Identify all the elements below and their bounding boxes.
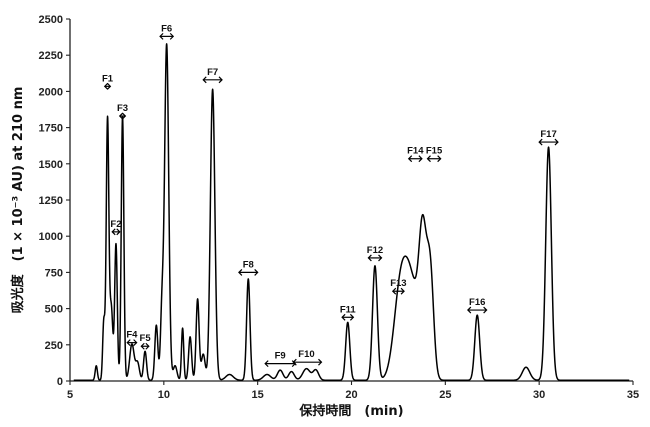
fraction-f12: F12 (367, 245, 383, 262)
fraction-arrowhead-left (391, 287, 397, 295)
x-tick-label: 15 (252, 389, 264, 401)
y-tick-label: 2500 (39, 14, 63, 26)
fraction-f5: F5 (140, 333, 152, 350)
fraction-arrowhead-right (254, 268, 259, 276)
fraction-f17: F17 (538, 129, 559, 146)
fraction-f2: F2 (110, 219, 122, 236)
fraction-arrowhead-right (554, 138, 559, 146)
fraction-arrowhead-right (145, 342, 150, 350)
y-tick-label: 2250 (39, 50, 63, 62)
fraction-arrowhead-right (116, 228, 121, 236)
fraction-f8: F8 (238, 259, 259, 276)
fraction-label: F16 (469, 297, 485, 308)
fraction-arrowhead-right (349, 313, 355, 321)
fraction-markers: F1 F2 F3 F4 F5 F6 F7 F8 F9 F10 F11 F12 F13 F14 F15 F16 F… (102, 23, 559, 368)
y-axis-ticks: 0 250 500 750 1000 1250 1500 1750 2000 2250 2500 (39, 14, 70, 388)
fraction-label: F5 (140, 333, 152, 344)
fraction-f3: F3 (117, 103, 128, 120)
fraction-label: F4 (126, 330, 138, 341)
fraction-arrowhead-left (407, 155, 413, 163)
fraction-f6: F6 (159, 23, 175, 40)
y-tick-label: 750 (45, 267, 63, 279)
y-tick-label: 1000 (39, 231, 63, 243)
fraction-arrowhead-left (118, 112, 124, 120)
y-tick-label: 0 (57, 376, 63, 388)
x-tick-label: 20 (345, 389, 357, 401)
fraction-arrowhead-right (483, 306, 488, 314)
x-axis-title: 保持時間 (min) (298, 403, 403, 419)
fraction-arrowhead-left (467, 306, 472, 314)
fraction-label: F17 (540, 129, 556, 140)
fraction-arrowhead-left (202, 76, 207, 84)
fraction-label: F12 (367, 245, 383, 256)
fraction-f11: F11 (340, 304, 357, 321)
y-tick-label: 250 (45, 340, 63, 352)
fraction-label: F15 (426, 146, 443, 157)
fraction-arrowhead-left (140, 342, 145, 350)
fraction-arrowhead-left (126, 339, 131, 347)
fraction-f1: F1 (102, 73, 114, 90)
fraction-arrowhead-right (106, 82, 112, 90)
x-tick-label: 5 (67, 389, 73, 401)
fraction-arrowhead-right (218, 76, 223, 84)
fraction-arrowhead-left (538, 138, 543, 146)
fraction-arrowhead-right (121, 112, 127, 120)
x-tick-label: 35 (627, 389, 639, 401)
y-axis-title: 吸光度 (1 × 10⁻³ AU) at 210 nm (10, 87, 26, 314)
fraction-label: F1 (102, 73, 114, 84)
chart-axes (69, 19, 633, 382)
fraction-label: F14 (407, 146, 424, 157)
fraction-arrowhead-left (111, 228, 116, 236)
fraction-arrowhead-right (133, 339, 138, 347)
fraction-f10: F10 (292, 349, 323, 366)
chromatogram-traces (73, 43, 630, 382)
fraction-label: F9 (275, 351, 286, 362)
x-tick-label: 10 (158, 389, 170, 401)
fraction-arrowhead-left (103, 82, 109, 90)
fraction-label: F6 (161, 23, 172, 34)
fraction-f14: F14 (407, 146, 424, 163)
fraction-label: F2 (110, 219, 121, 230)
y-tick-label: 1750 (39, 123, 63, 135)
fraction-arrowhead-right (437, 155, 442, 163)
fraction-arrowhead-right (318, 358, 323, 366)
fraction-arrowhead-left (292, 358, 297, 366)
fraction-arrowhead-right (169, 32, 175, 40)
fraction-label: F10 (298, 349, 314, 360)
y-tick-label: 1250 (39, 195, 63, 207)
fraction-label: F13 (390, 278, 406, 289)
chromatogram-trace (73, 43, 630, 382)
fraction-arrowhead-left (264, 360, 269, 368)
fraction-f4: F4 (126, 330, 138, 347)
fraction-f7: F7 (202, 67, 223, 84)
fraction-label: F3 (117, 103, 128, 114)
fraction-f15: F15 (426, 146, 443, 163)
fraction-arrowhead-right (400, 287, 405, 295)
fraction-arrowhead-left (341, 313, 346, 321)
x-tick-label: 30 (533, 389, 545, 401)
fraction-f9: F9 (264, 351, 297, 368)
y-tick-label: 1500 (39, 159, 63, 171)
fraction-arrowhead-left (159, 32, 164, 40)
fraction-f16: F16 (467, 297, 488, 314)
fraction-arrowhead-left (426, 155, 431, 163)
y-tick-label: 2000 (39, 86, 63, 98)
fraction-arrowhead-left (367, 254, 372, 262)
x-tick-label: 25 (439, 389, 451, 401)
fraction-label: F7 (207, 67, 218, 78)
fraction-label: F11 (340, 304, 357, 315)
fraction-f13: F13 (390, 278, 407, 295)
y-tick-label: 500 (45, 304, 63, 316)
fraction-arrowhead-left (238, 268, 243, 276)
fraction-arrowhead-right (418, 155, 423, 163)
fraction-arrowhead-right (378, 254, 383, 262)
x-axis-ticks: 5 10 15 20 25 30 35 (67, 381, 639, 401)
fraction-label: F8 (243, 259, 254, 270)
